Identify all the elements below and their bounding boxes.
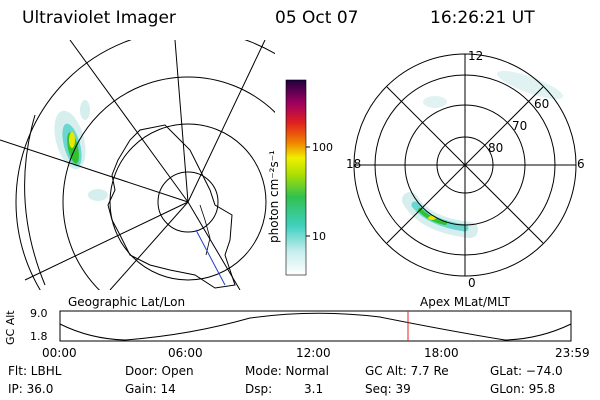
- mlt-label-0: 0: [468, 276, 476, 290]
- dsp-label: Dsp:: [245, 382, 273, 396]
- track-line: [195, 229, 226, 286]
- colorbar-gradient: [285, 79, 307, 276]
- altitude-y-min: 1.8: [30, 330, 48, 343]
- altitude-y-max: 9.0: [30, 307, 48, 320]
- mlt-lines: [354, 54, 576, 276]
- limb-arc: [24, 114, 46, 286]
- longitude-grid: [0, 40, 266, 290]
- filter-status: Flt: LBHL: [8, 364, 62, 378]
- mode-status: Mode: Normal: [245, 364, 329, 378]
- colorbar: 100 10 photon cm⁻²s⁻¹: [267, 79, 333, 276]
- time-tick-1800: 18:00: [424, 346, 459, 360]
- coastline-peninsula: [199, 204, 211, 256]
- colorbar-label-10: 10: [312, 230, 326, 243]
- gc-alt-status: GC Alt: 7.7 Re: [365, 364, 449, 378]
- coastline: [107, 124, 236, 289]
- mlat-label-80: 80: [488, 141, 503, 155]
- geo-caption: Geographic Lat/Lon: [68, 295, 186, 309]
- mlt-label-6: 6: [577, 157, 585, 171]
- seq-status: Seq: 39: [365, 382, 411, 396]
- altitude-curve: [59, 312, 572, 341]
- ip-status: IP: 36.0: [8, 382, 54, 396]
- altitude-plot-frame: [59, 310, 572, 342]
- colorbar-unit: photon cm⁻²s⁻¹: [267, 150, 281, 243]
- glat-status: GLat: −74.0: [490, 364, 563, 378]
- mlt-label-18: 18: [346, 157, 361, 171]
- magnetic-polar-plot[interactable]: 12 18 6 0 60 70 80: [340, 40, 590, 290]
- door-status: Door: Open: [125, 364, 194, 378]
- instrument-title: Ultraviolet Imager: [22, 8, 176, 28]
- dsp-value: 3.1: [304, 382, 324, 396]
- time-tick-0000: 00:00: [42, 346, 77, 360]
- aurora-oval-mag: [402, 70, 564, 238]
- time-tick-0600: 06:00: [168, 346, 203, 360]
- colorbar-label-100: 100: [312, 141, 333, 154]
- geographic-map[interactable]: [0, 40, 275, 290]
- mlat-label-60: 60: [534, 97, 549, 111]
- time-label: 16:26:21 UT: [430, 8, 535, 28]
- date-label: 05 Oct 07: [275, 8, 359, 28]
- glon-status: GLon: 95.8: [490, 382, 556, 396]
- latitude-grid: [15, 40, 275, 290]
- time-tick-1200: 12:00: [296, 346, 331, 360]
- aurora-band-geo: [54, 100, 108, 201]
- altitude-strip: GC Alt 9.0 1.8: [4, 307, 572, 345]
- mlat-label-70: 70: [512, 119, 527, 133]
- gain-status: Gain: 14: [125, 382, 176, 396]
- altitude-axis-label: GC Alt: [4, 310, 17, 345]
- time-tick-2359: 23:59: [555, 346, 590, 360]
- mag-caption: Apex MLat/MLT: [420, 295, 510, 309]
- mlt-label-12: 12: [468, 49, 483, 63]
